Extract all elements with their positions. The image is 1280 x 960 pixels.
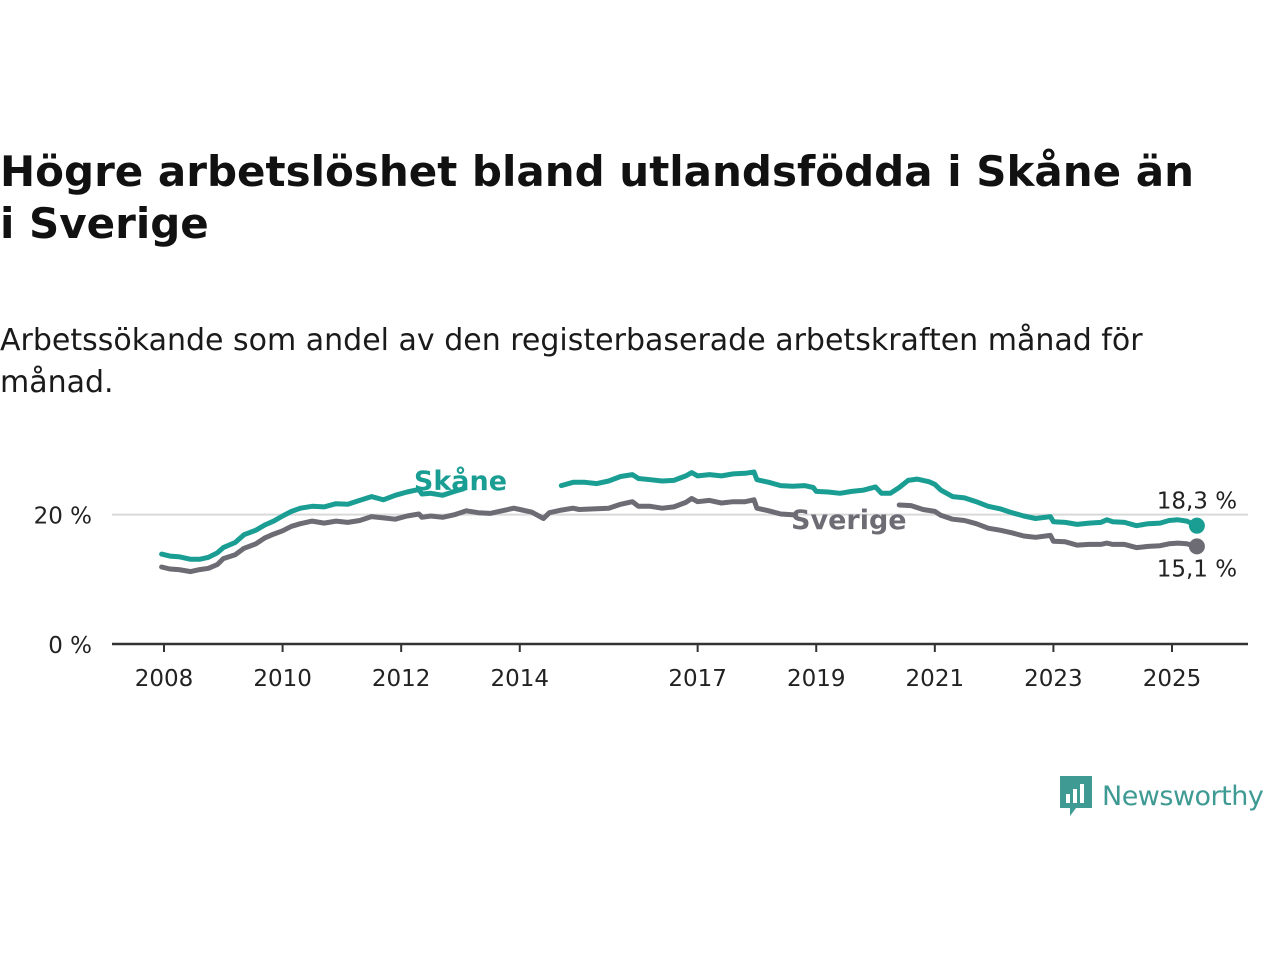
x-tick-label: 2012 xyxy=(372,666,431,692)
x-tick-label: 2017 xyxy=(668,666,727,692)
series-label-skåne: Skåne xyxy=(414,465,507,497)
end-point-skåne xyxy=(1188,517,1205,534)
brand-name: Newsworthy xyxy=(1102,780,1264,812)
y-tick-label: 0 % xyxy=(48,633,92,659)
x-tick-label: 2014 xyxy=(490,666,549,692)
series-line-skåne xyxy=(558,469,1200,529)
series-line-skåne xyxy=(159,486,466,562)
y-tick-label: 20 % xyxy=(34,504,92,530)
end-value-label: 15,1 % xyxy=(1157,556,1237,582)
chart-title: Högre arbetslöshet bland utlandsfödda i … xyxy=(0,147,1194,248)
end-point-sverige xyxy=(1188,538,1205,555)
newsworthy-logo-icon xyxy=(1060,776,1092,816)
series-line-sverige xyxy=(896,502,1200,551)
line-chart: 0 % 20 % 2008 2010 2012 2014 2017 2019 2021 2023 2… xyxy=(34,465,1248,692)
brand-logo: Newsworthy xyxy=(1058,772,1280,820)
x-tick-label: 2025 xyxy=(1143,666,1202,692)
x-tick-label: 2021 xyxy=(906,666,965,692)
chart-subtitle: Arbetssökande som andel av den registerb… xyxy=(0,323,1143,400)
x-tick-label: 2023 xyxy=(1024,666,1083,692)
x-tick-label: 2019 xyxy=(787,666,846,692)
x-tick-label: 2010 xyxy=(253,666,312,692)
series-line-sverige xyxy=(159,496,798,575)
series-label-sverige: Sverige xyxy=(791,505,907,536)
x-tick-label: 2008 xyxy=(135,666,194,692)
end-value-label: 18,3 % xyxy=(1157,489,1237,515)
